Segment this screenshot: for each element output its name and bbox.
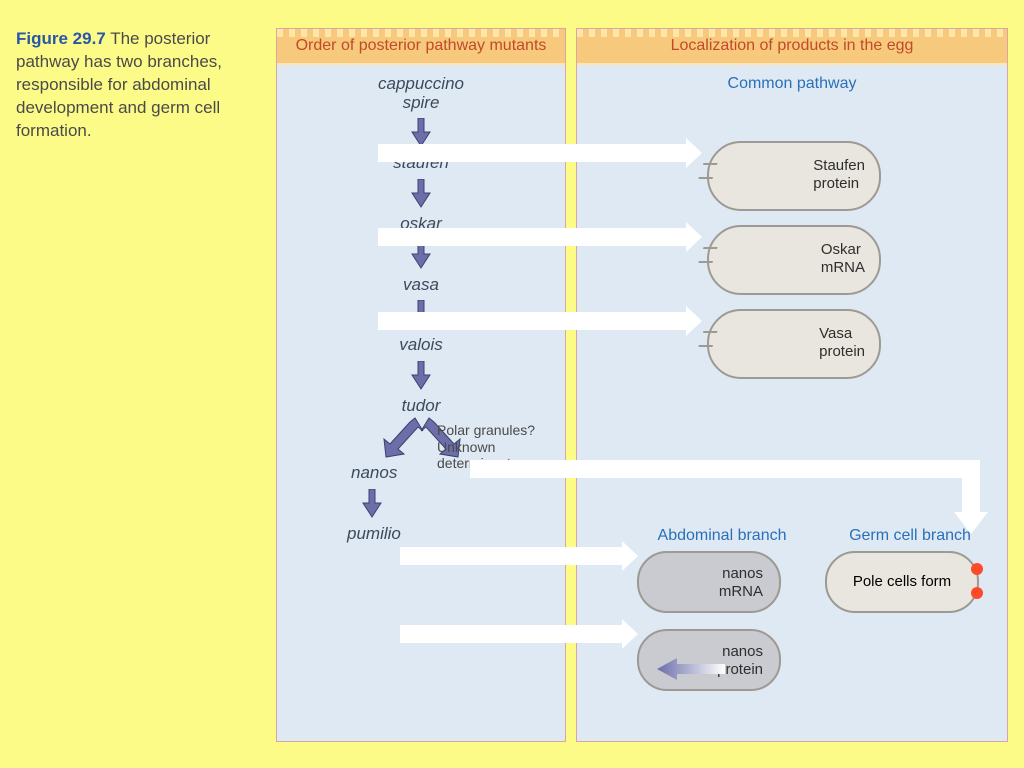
down-arrow-icon — [408, 361, 434, 391]
gene-pumilio: pumilio — [347, 525, 401, 544]
egg-label: Staufen protein — [813, 157, 865, 193]
gene-vasa: vasa — [403, 276, 439, 295]
gene-tudor: tudor — [402, 397, 441, 416]
gene-label: cappuccino — [378, 74, 464, 93]
down-arrow-icon — [359, 489, 385, 519]
egg-label-line: Oskar — [821, 241, 861, 258]
egg-label-line: nanos — [722, 643, 763, 660]
down-arrow-icon — [408, 179, 434, 209]
egg-label: Pole cells form — [837, 573, 967, 590]
egg-nanos-protein: nanos protein — [637, 629, 781, 691]
localization-header: Localization of products in the egg — [577, 29, 1007, 65]
mutant-column-header: Order of posterior pathway mutants — [277, 29, 565, 65]
egg-label-line: protein — [813, 175, 859, 192]
egg-label-line: mRNA — [821, 259, 865, 276]
egg-label: nanos mRNA — [639, 565, 763, 601]
egg-staufen: Staufen protein — [707, 141, 881, 211]
pole-cell-dot-icon — [971, 563, 983, 575]
egg-label-line: protein — [819, 343, 865, 360]
egg-label-line: Staufen — [813, 157, 865, 174]
egg-label-line: Vasa — [819, 325, 852, 342]
egg-oskar: Oskar mRNA — [707, 225, 881, 295]
figure-number: Figure 29.7 — [16, 29, 106, 48]
egg-label-line: nanos — [722, 565, 763, 582]
left-arrow-icon — [655, 658, 725, 685]
gene-label: spire — [403, 93, 440, 112]
gene-valois: valois — [399, 336, 442, 355]
localization-column: Localization of products in the egg Comm… — [576, 28, 1008, 742]
egg-label: Vasa protein — [819, 325, 865, 361]
egg-nanos-mrna: nanos mRNA — [637, 551, 781, 613]
gene-nanos: nanos — [351, 464, 397, 483]
right-arrow-icon — [400, 547, 624, 565]
right-arrow-icon — [378, 228, 688, 246]
right-arrow-icon — [378, 144, 688, 162]
right-arrow-icon — [400, 625, 624, 643]
pole-cell-dot-icon — [971, 587, 983, 599]
common-pathway-subhead: Common pathway — [577, 75, 1007, 93]
right-arrow-icon — [378, 312, 688, 330]
figure-caption: Figure 29.7 The posterior pathway has tw… — [16, 28, 264, 143]
egg-vasa: Vasa protein — [707, 309, 881, 379]
figure-canvas: Figure 29.7 The posterior pathway has tw… — [0, 0, 1024, 768]
long-arrow-icon — [470, 450, 1010, 546]
branch-note-line: Polar granules? — [437, 422, 535, 438]
egg-label-line: mRNA — [719, 583, 763, 600]
gene-cappuccino: cappuccino spire — [378, 75, 464, 112]
egg-label: Oskar mRNA — [821, 241, 865, 277]
egg-pole-cells: Pole cells form — [825, 551, 979, 613]
